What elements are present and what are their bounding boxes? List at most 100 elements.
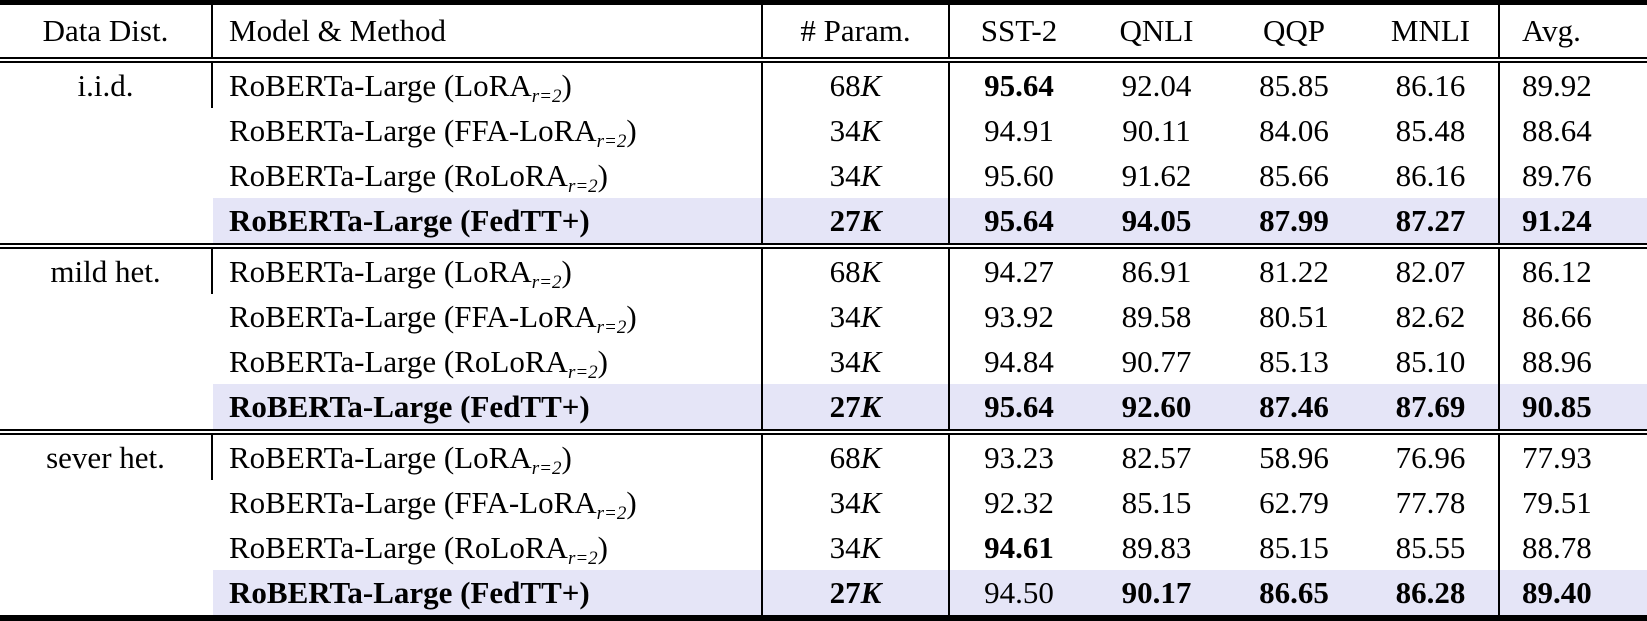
param-unit: K: [860, 530, 882, 565]
table-body: i.i.d. RoBERTa-Large (LoRAr=2) 68K 95.64 92.…: [0, 63, 1647, 615]
avg-score-cell: 86.12: [1522, 254, 1592, 289]
mnli-score-cell: 82.62: [1363, 294, 1500, 339]
sst2-score-cell: 95.64: [984, 68, 1054, 103]
sst2-score-cell: 95.60: [984, 158, 1054, 193]
qqp-score-cell: 87.99: [1225, 198, 1363, 243]
param-value: 27: [829, 575, 861, 610]
qqp-score-cell: 58.96: [1259, 440, 1329, 475]
qqp-score-cell: 80.51: [1259, 299, 1329, 334]
model-method-cell: RoBERTa-Large (LoRAr=2): [213, 249, 763, 294]
sst2-score-cell: 94.91: [984, 113, 1054, 148]
qqp-score-cell: 81.22: [1259, 254, 1329, 289]
model-name: RoBERTa-Large (FFA-LoRA: [229, 299, 597, 334]
header-sst2: SST-2: [980, 13, 1058, 48]
rank-subscript: r=2: [596, 131, 627, 152]
header-row: Data Dist. Model & Method # Param. SST-2…: [0, 5, 1647, 57]
avg-score-cell: 88.78: [1522, 530, 1592, 565]
param-cell: 34K: [763, 108, 950, 153]
model-method-cell: RoBERTa-Large (FFA-LoRAr=2): [213, 108, 763, 153]
avg-score-cell: 89.92: [1522, 68, 1592, 103]
avg-score-cell: 89.40: [1500, 570, 1647, 615]
qqp-score-cell: 84.06: [1259, 113, 1329, 148]
model-name: RoBERTa-Large (FFA-LoRA: [229, 113, 597, 148]
avg-score-cell: 88.96: [1522, 344, 1592, 379]
group-3: sever het. RoBERTa-Large (LoRAr=2) 68K 93.2…: [0, 435, 1647, 615]
mnli-score-cell: 76.96: [1363, 435, 1500, 480]
param-cell: 27K: [763, 570, 950, 615]
mnli-score-cell: 86.16: [1363, 153, 1500, 198]
mnli-score-cell: 77.78: [1363, 480, 1500, 525]
mnli-score-cell: 86.16: [1363, 63, 1500, 108]
data-dist-label: sever het.: [0, 435, 213, 480]
mnli-score-cell: 85.48: [1363, 108, 1500, 153]
sst2-score-cell: 94.61: [984, 530, 1054, 565]
qqp-score-cell: 85.13: [1259, 344, 1329, 379]
mnli-score-cell: 87.27: [1363, 198, 1500, 243]
model-name: RoBERTa-Large (RoLoRA: [229, 158, 568, 193]
param-unit: K: [860, 203, 882, 238]
sst2-score-cell: 94.50: [950, 570, 1088, 615]
param-unit: K: [860, 575, 882, 610]
model-name: RoBERTa-Large (LoRA: [229, 68, 532, 103]
header-data-dist: Data Dist.: [0, 5, 213, 57]
param-value: 68: [829, 68, 861, 103]
qqp-score-cell: 85.15: [1259, 530, 1329, 565]
qnli-score-cell: 91.62: [1121, 158, 1192, 193]
sst2-score-cell: 93.23: [984, 440, 1054, 475]
param-cell: 34K: [763, 339, 950, 384]
qnli-score-cell: 89.83: [1121, 530, 1192, 565]
model-method-cell: RoBERTa-Large (FedTT+): [213, 570, 763, 615]
sst2-score-cell: 95.64: [950, 384, 1088, 429]
paren-close: ): [626, 113, 637, 148]
rank-subscript: r=2: [596, 317, 627, 338]
paren-close: ): [597, 344, 608, 379]
param-unit: K: [860, 113, 882, 148]
param-cell: 68K: [763, 63, 950, 108]
qqp-score-cell: 86.65: [1225, 570, 1363, 615]
group-separator-rule: [0, 243, 1647, 249]
qnli-score-cell: 90.11: [1122, 113, 1191, 148]
sst2-score-cell: 94.27: [984, 254, 1054, 289]
qqp-score-cell: 87.46: [1225, 384, 1363, 429]
paren-close: ): [561, 440, 572, 475]
rank-subscript: r=2: [567, 548, 598, 569]
group-2: mild het. RoBERTa-Large (LoRAr=2) 68K 94.27…: [0, 249, 1647, 429]
param-value: 68: [829, 440, 861, 475]
qnli-score-cell: 94.05: [1088, 198, 1225, 243]
model-method-cell: RoBERTa-Large (FedTT+): [213, 384, 763, 429]
paren-close: ): [626, 299, 637, 334]
param-value: 68: [829, 254, 861, 289]
param-unit: K: [860, 158, 882, 193]
sst2-score-cell: 95.64: [950, 198, 1088, 243]
header-qqp: QQP: [1262, 13, 1325, 48]
header-avg: Avg.: [1522, 13, 1581, 48]
param-unit: K: [860, 68, 882, 103]
param-value: 34: [829, 485, 861, 520]
data-dist-label: mild het.: [0, 249, 213, 294]
model-name: RoBERTa-Large (FFA-LoRA: [229, 485, 597, 520]
model-method-cell: RoBERTa-Large (RoLoRAr=2): [213, 525, 763, 570]
model-name: RoBERTa-Large (LoRA: [229, 440, 532, 475]
param-cell: 68K: [763, 435, 950, 480]
paren-close: ): [561, 68, 572, 103]
avg-score-cell: 88.64: [1522, 113, 1592, 148]
avg-score-cell: 90.85: [1500, 384, 1647, 429]
qqp-score-cell: 85.85: [1259, 68, 1329, 103]
model-method-cell: RoBERTa-Large (RoLoRAr=2): [213, 339, 763, 384]
mnli-score-cell: 85.10: [1363, 339, 1500, 384]
sst2-score-cell: 93.92: [984, 299, 1054, 334]
top-rule: [0, 0, 1647, 5]
param-cell: 34K: [763, 480, 950, 525]
qnli-score-cell: 90.17: [1088, 570, 1225, 615]
mnli-score-cell: 82.07: [1363, 249, 1500, 294]
paren-close: ): [597, 530, 608, 565]
sst2-score-cell: 92.32: [984, 485, 1054, 520]
avg-score-cell: 86.66: [1522, 299, 1592, 334]
mnli-score-cell: 85.55: [1363, 525, 1500, 570]
param-value: 34: [829, 530, 861, 565]
mnli-score-cell: 86.28: [1363, 570, 1500, 615]
header-model-method: Model & Method: [213, 5, 763, 57]
param-unit: K: [860, 440, 882, 475]
rank-subscript: r=2: [567, 362, 598, 383]
